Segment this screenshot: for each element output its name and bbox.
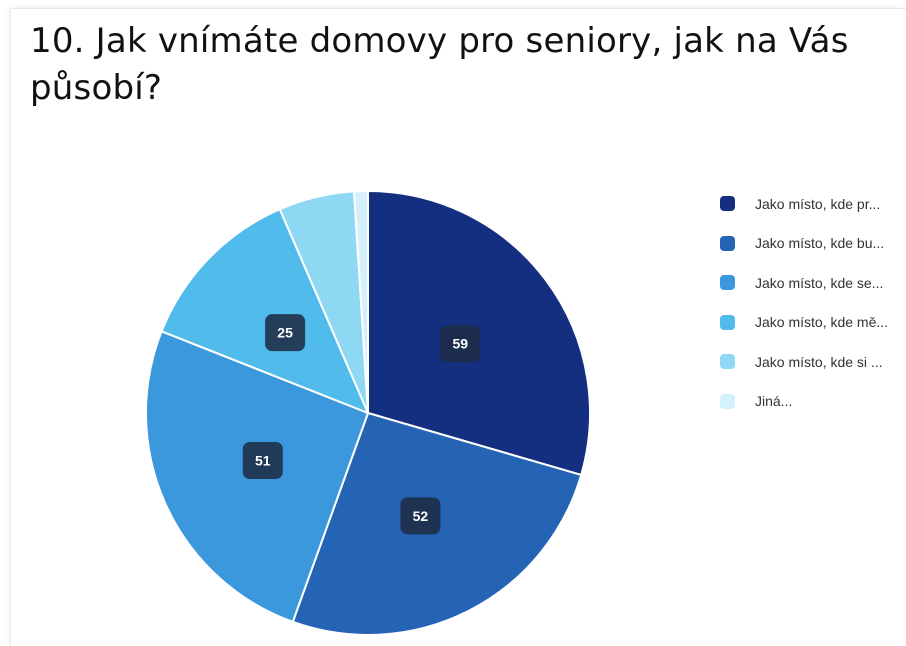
legend-label: Jako místo, kde se...	[755, 274, 884, 291]
legend-item-6[interactable]: Jiná...	[720, 382, 906, 422]
data-label-2: 52	[400, 497, 441, 535]
legend-item-2[interactable]: Jako místo, kde bu...	[720, 224, 906, 264]
legend-swatch	[720, 196, 735, 212]
data-label-text: 25	[277, 325, 293, 341]
pie-slice-4[interactable]	[160, 207, 370, 415]
legend-item-1[interactable]: Jako místo, kde pr...	[720, 184, 906, 224]
legend-label: Jiná...	[755, 393, 793, 410]
data-label-text: 59	[453, 336, 469, 352]
legend-label: Jako místo, kde bu...	[755, 235, 885, 252]
data-label-3: 51	[242, 442, 283, 480]
pie-data-labels: 59 52 51 25	[242, 314, 481, 535]
legend-swatch	[720, 354, 735, 370]
legend-item-5[interactable]: Jako místo, kde si ...	[720, 342, 906, 382]
legend-label: Jako místo, kde si ...	[755, 353, 883, 370]
legend-swatch	[720, 314, 735, 330]
legend-swatch	[720, 393, 735, 409]
legend-label: Jako místo, kde mě...	[755, 314, 889, 331]
data-label-text: 51	[255, 453, 271, 469]
data-label-4: 25	[265, 314, 306, 352]
legend-swatch	[720, 235, 735, 251]
pie-slices	[145, 189, 591, 636]
chart-legend: Jako místo, kde pr... Jako místo, kde bu.…	[720, 184, 906, 421]
legend-label: Jako místo, kde pr...	[755, 195, 881, 212]
data-label-1: 59	[440, 325, 481, 363]
pie-slice-6[interactable]	[353, 189, 369, 414]
data-label-text: 52	[413, 508, 429, 524]
legend-item-3[interactable]: Jako místo, kde se...	[720, 263, 906, 303]
legend-swatch	[720, 275, 735, 291]
chart-title: 10. Jak vnímáte domovy pro seniory, jak …	[30, 21, 849, 108]
legend-item-4[interactable]: Jako místo, kde mě...	[720, 303, 906, 343]
